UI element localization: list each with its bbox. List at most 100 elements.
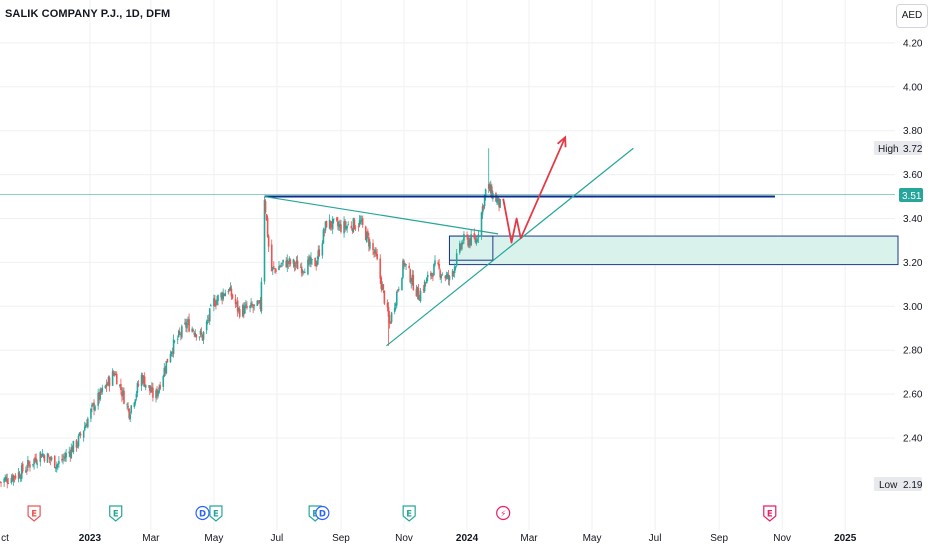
candle-body [315,264,317,267]
event-marker-earnings[interactable]: E [402,505,416,522]
candle-body [434,260,436,265]
candle-body [461,242,463,250]
candle-body [12,475,15,482]
candle-body [265,214,268,220]
candle-body [187,320,189,322]
event-marker-dividend[interactable]: D [195,505,210,521]
candle-body [164,369,167,372]
candle-body [106,384,109,386]
candle-body [11,475,14,481]
candle-body [128,408,130,419]
candle-body [379,258,382,279]
candle-body [5,476,7,480]
candle-body [149,385,151,391]
candle-body [176,338,179,340]
earnings-icon [402,505,416,522]
candle-body [84,424,87,428]
candle-body [201,334,204,341]
candle-body [360,219,363,222]
candle-body [468,240,470,247]
candle-body [264,201,267,213]
demand-zone [448,235,899,266]
candle-body [186,323,188,329]
candle-body [274,268,276,270]
candle-body [345,226,347,230]
candle-body [488,184,491,192]
candle-body [26,469,28,471]
candle-body [410,282,413,284]
candle-body [120,383,122,390]
candle-body [100,388,103,393]
candle-body [408,265,410,268]
candle-body [439,270,441,278]
candle-body [422,288,425,291]
candle-body [85,423,88,427]
candle-body [405,264,407,266]
candle-body [71,447,74,453]
candle-body [217,295,219,301]
candle-body [69,452,72,457]
candle-body [423,281,426,292]
candle-body [234,298,237,304]
candle-body [267,235,270,247]
candle-body [271,267,274,271]
candle-body [136,383,139,393]
candle-body [137,384,140,386]
candle-body [317,250,320,260]
candle-body [424,282,427,284]
event-marker-earnings[interactable]: E [109,505,123,522]
candle-body [310,257,312,265]
candle-body [133,402,136,408]
candle-body [194,332,197,337]
candle-body [308,258,310,261]
candle-body [64,457,66,459]
candle-body [453,266,456,274]
candle-body [101,387,104,392]
event-letter: ⚡ [500,510,506,520]
candle-body [286,259,289,268]
time-axis[interactable]: ct 2023 Mar May Jul Sep Nov 2024 Mar May Jul Sep Nov… [1,533,857,544]
candle-body [481,206,484,215]
time-tick-label: 2023 [79,533,102,544]
candle-body [359,220,362,222]
split-icon [496,505,511,521]
price-axis[interactable]: 2.40 2.60 2.80 3.00 3.20 3.40 3.60 3.80 4.00 4.20 [903,38,923,444]
candle-body [243,305,245,315]
candle-body [91,404,93,408]
time-tick-label: May [204,533,223,544]
time-tick-label: ct [1,533,9,544]
candle-body [113,374,116,376]
candle-body [200,332,203,335]
candle-body [144,384,147,388]
event-marker-earnings[interactable]: E [209,505,223,522]
candle-body [382,284,385,290]
candle-body [221,293,223,300]
current-price-tag: 3.51 [899,188,923,202]
event-marker-split[interactable]: ⚡ [496,505,511,521]
candle-body [228,288,231,291]
low-price-tag: Low 2.19 [874,477,923,491]
candle-body [499,199,501,208]
candle-body [166,358,169,363]
currency-button[interactable]: AED [896,4,928,28]
candle-body [281,262,283,264]
candle-body [165,361,168,374]
candle-body [279,266,281,268]
candle-body [207,318,210,320]
event-marker-dividend[interactable]: D [315,505,330,521]
event-marker-earnings-past[interactable]: E [27,505,41,522]
candle-body [87,418,89,428]
event-marker-earnings-future[interactable]: E [763,505,777,522]
candle-body [135,393,138,398]
candle-body [454,266,457,269]
candle-body [56,464,58,468]
candle-body [49,458,52,461]
candle-body [448,275,451,281]
low-value: 2.19 [903,480,923,491]
candle-body [4,477,6,481]
candle-body [77,435,80,447]
candle-body [29,464,31,468]
candle-body [380,277,383,289]
price-tick-label: 4.20 [903,38,923,49]
